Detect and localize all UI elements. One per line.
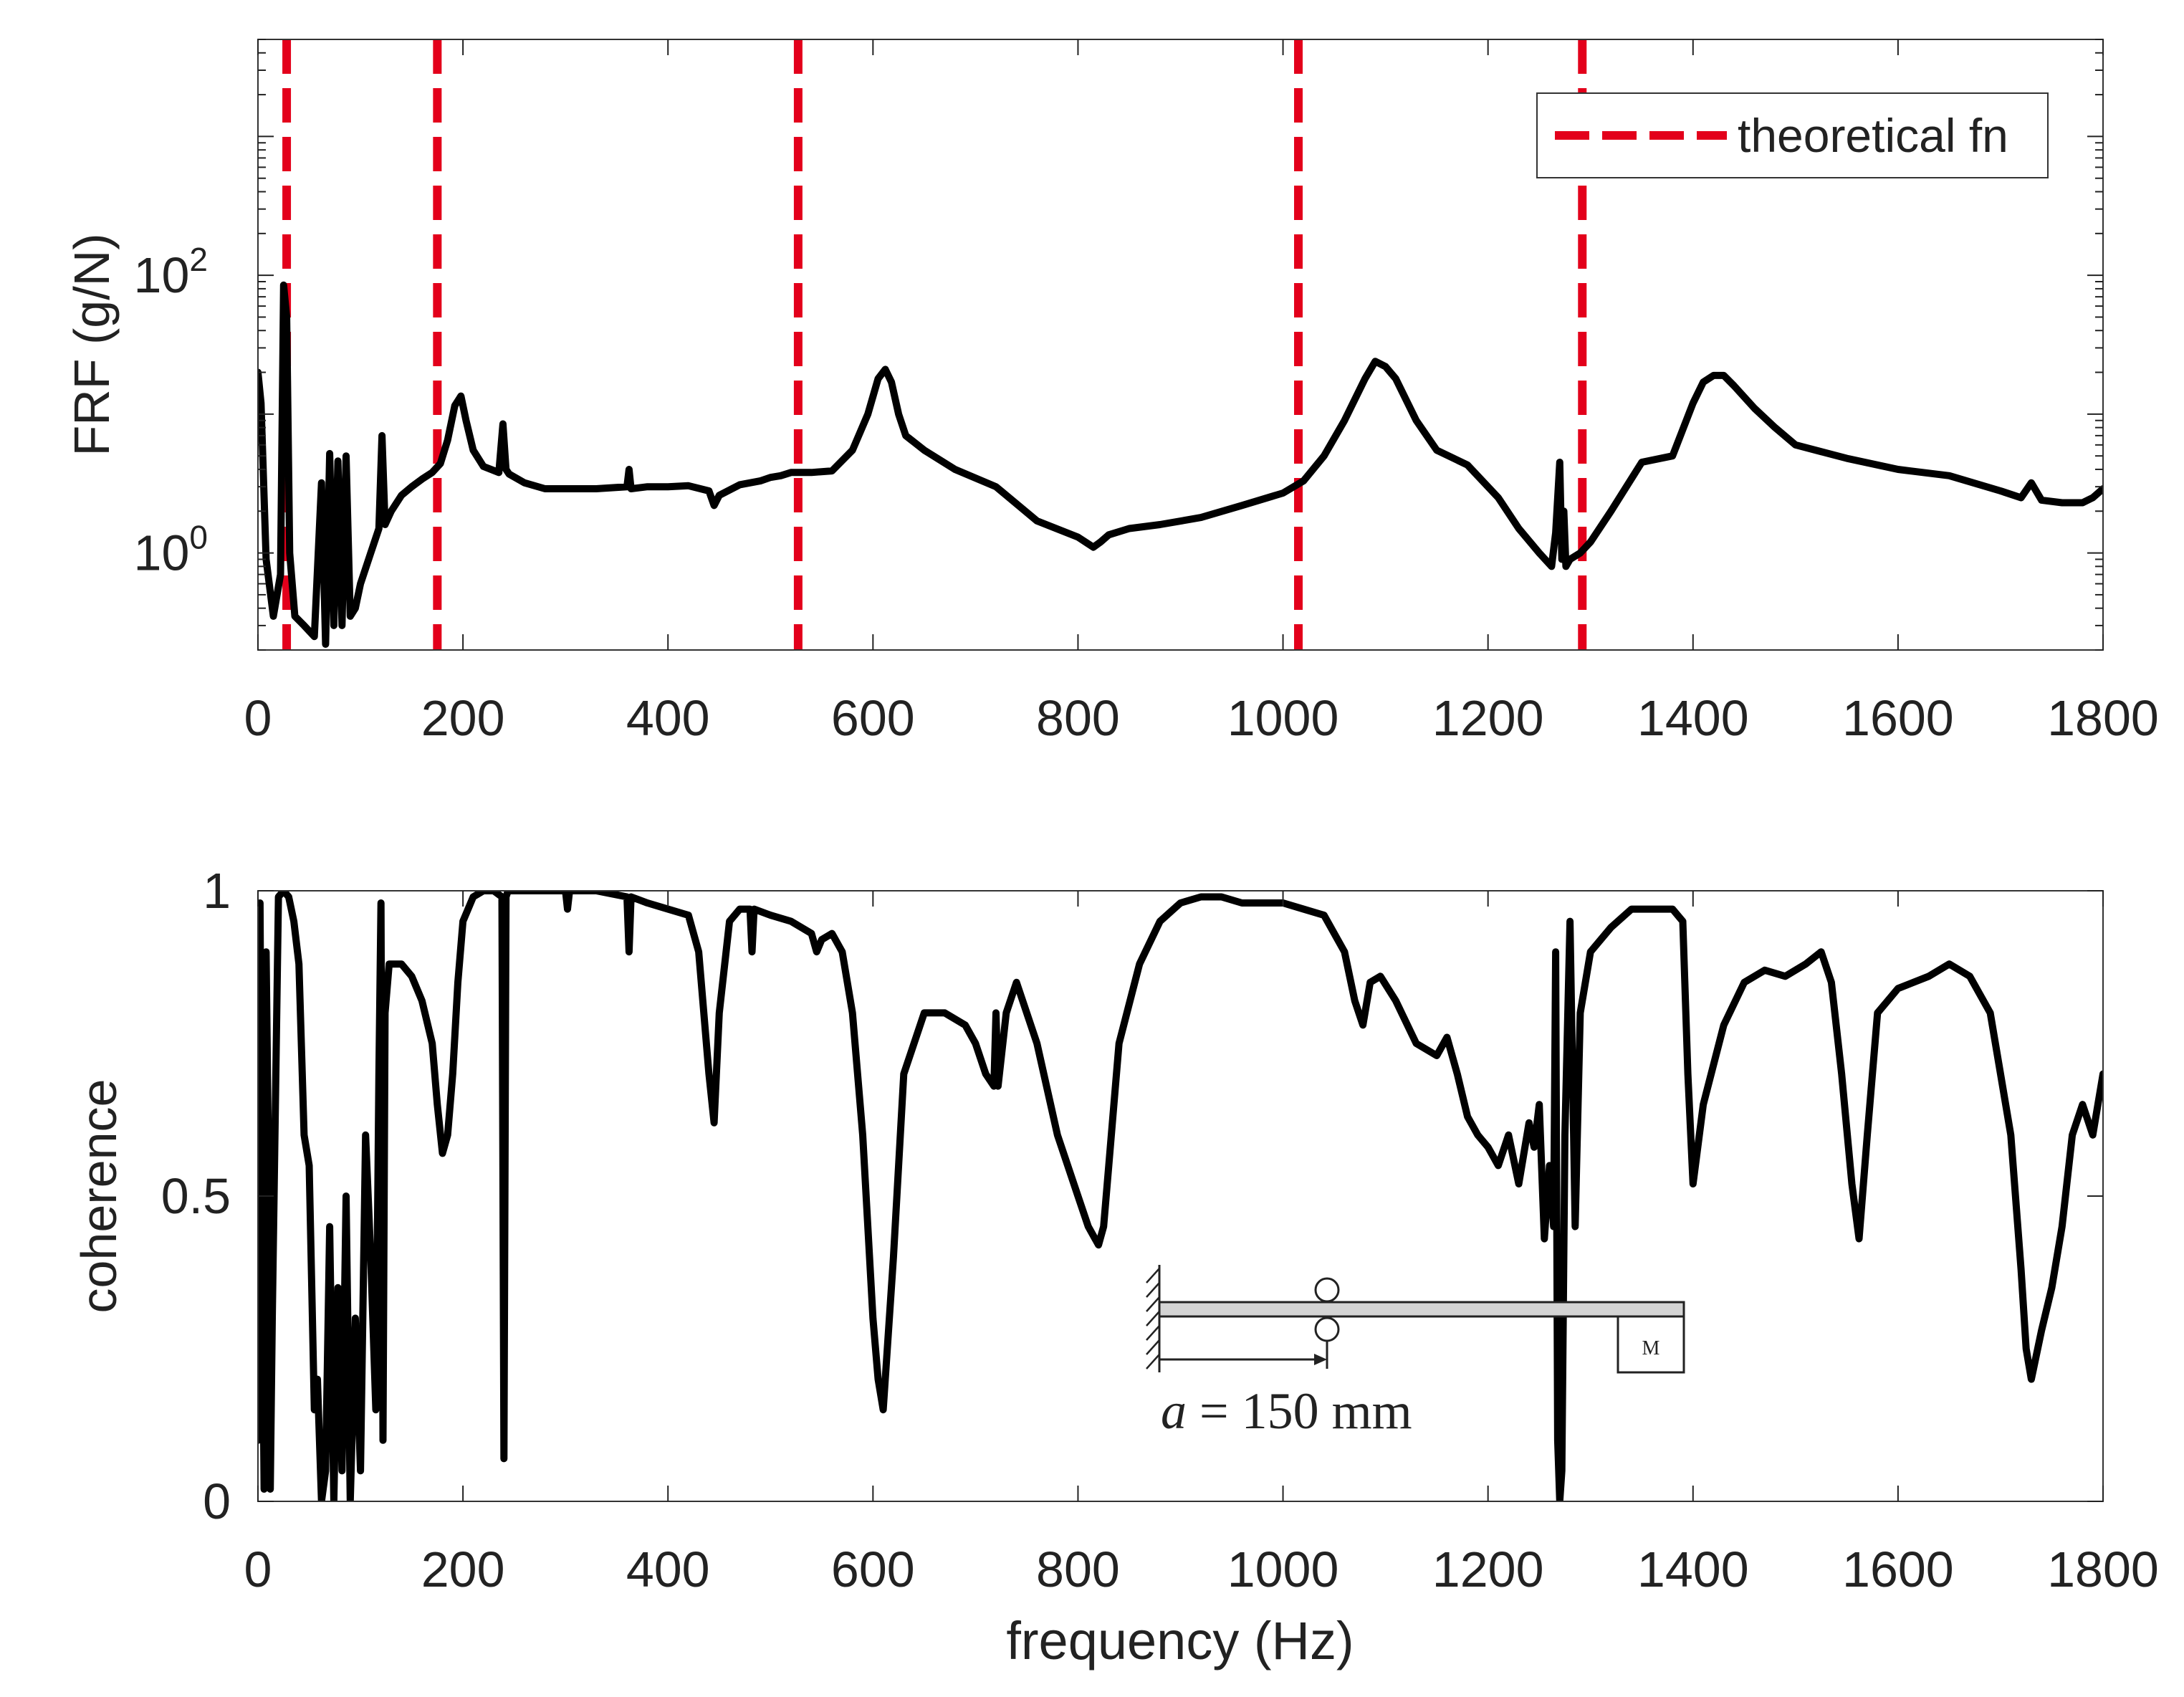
y-tick-label: 102 — [134, 241, 208, 303]
x-tick-label: 1000 — [1227, 1541, 1339, 1597]
frf-panel: 0 200 400 600 800 1000 1200 1400 1600 1800 100 102… — [64, 39, 2159, 746]
coherence-y-ticks: 00.51 — [161, 863, 2103, 1529]
x-tick-label: 800 — [1036, 690, 1120, 746]
x-tick-label: 1200 — [1432, 1541, 1544, 1597]
x-tick-label: 1200 — [1432, 690, 1544, 746]
dimension-label: a = 150 mm — [1161, 1382, 1412, 1440]
frf-trace — [258, 281, 2103, 648]
coherence-y-axis-label: coherence — [71, 1079, 127, 1314]
x-tick-label: 400 — [626, 690, 710, 746]
upper-roller — [1314, 1277, 1340, 1303]
frf-y-ticks: 100 102 — [134, 39, 2103, 651]
inset-beam-diagram: M a = 150 mm — [1146, 1265, 1685, 1440]
x-tick-label: 400 — [626, 1541, 710, 1597]
coherence-x-ticks: 0 200 400 600 800 1000 1200 1400 1600 1800 — [244, 891, 2159, 1597]
frf-y-axis-label: FRF (g/N) — [64, 233, 120, 456]
x-tick-label: 1600 — [1842, 690, 1954, 746]
x-tick-label: 0 — [244, 1541, 272, 1597]
coherence-trace — [258, 891, 2103, 1501]
x-tick-label: 800 — [1036, 1541, 1120, 1597]
frf-x-ticks: 0 200 400 600 800 1000 1200 1400 1600 1800 — [244, 39, 2159, 746]
legend-label: theoretical fn — [1738, 109, 2008, 162]
beam — [1158, 1301, 1685, 1318]
wall-hatching — [1146, 1268, 1160, 1369]
x-tick-label: 1800 — [2047, 690, 2159, 746]
dimension-arrowhead — [1314, 1354, 1327, 1365]
frf-legend: theoretical fn — [1536, 92, 2049, 178]
lower-roller — [1314, 1316, 1340, 1342]
x-tick-label: 1000 — [1227, 690, 1339, 746]
frf-axes-box — [257, 39, 2104, 651]
tip-mass-box — [1617, 1315, 1685, 1374]
y-tick-label: 0 — [203, 1473, 231, 1529]
x-tick-label: 600 — [831, 690, 915, 746]
coherence-series-line — [258, 891, 2103, 1501]
tip-mass-label: M — [1642, 1337, 1660, 1359]
coherence-plot-area — [258, 891, 2103, 1501]
x-tick-label: 1400 — [1637, 1541, 1749, 1597]
x-tick-label: 0 — [244, 690, 272, 746]
x-tick-label: 1400 — [1637, 690, 1749, 746]
frf-series-line — [258, 281, 2103, 648]
x-tick-label: 1800 — [2047, 1541, 2159, 1597]
y-tick-label: 1 — [203, 863, 231, 919]
x-axis-label: frequency (Hz) — [1006, 1611, 1354, 1670]
x-tick-label: 200 — [421, 690, 505, 746]
y-tick-label: 0.5 — [161, 1168, 231, 1224]
coherence-panel: 0 200 400 600 800 1000 1200 1400 1600 1800 00.51 … — [71, 863, 2159, 1670]
x-tick-label: 1600 — [1842, 1541, 1954, 1597]
y-tick-label: 100 — [134, 519, 208, 581]
x-tick-label: 600 — [831, 1541, 915, 1597]
x-tick-label: 200 — [421, 1541, 505, 1597]
